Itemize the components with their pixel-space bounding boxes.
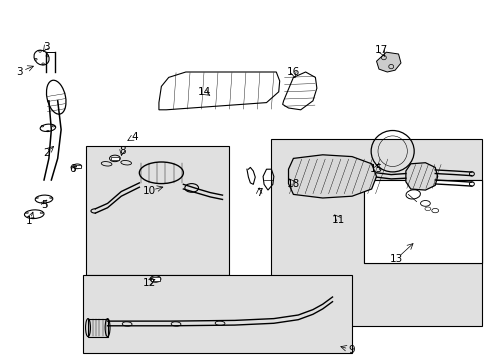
Text: 10: 10 — [142, 186, 155, 196]
Text: 16: 16 — [286, 67, 300, 77]
Text: 7: 7 — [255, 188, 262, 198]
Polygon shape — [405, 163, 437, 190]
Text: 14: 14 — [197, 87, 211, 97]
Text: 13: 13 — [388, 254, 402, 264]
Polygon shape — [288, 155, 376, 198]
Text: 18: 18 — [286, 179, 300, 189]
Text: 12: 12 — [142, 278, 156, 288]
Text: 8: 8 — [119, 146, 125, 156]
Text: 11: 11 — [331, 215, 345, 225]
Text: 15: 15 — [369, 164, 383, 174]
Bar — [151, 277, 160, 281]
Text: 2: 2 — [43, 148, 50, 158]
Bar — [85, 146, 228, 275]
Text: 5: 5 — [41, 200, 47, 210]
Polygon shape — [376, 52, 400, 72]
Polygon shape — [88, 319, 107, 337]
Text: 17: 17 — [374, 45, 387, 55]
Bar — [110, 157, 119, 160]
Bar — [73, 165, 81, 168]
Text: 3: 3 — [16, 67, 23, 77]
Text: 3: 3 — [43, 42, 50, 52]
Text: 6: 6 — [69, 164, 76, 174]
Bar — [271, 139, 481, 326]
Text: 9: 9 — [348, 345, 355, 355]
Text: 4: 4 — [131, 132, 138, 142]
Bar — [364, 180, 481, 263]
Bar — [364, 180, 481, 263]
Bar — [83, 275, 351, 353]
Text: 1: 1 — [26, 216, 33, 226]
